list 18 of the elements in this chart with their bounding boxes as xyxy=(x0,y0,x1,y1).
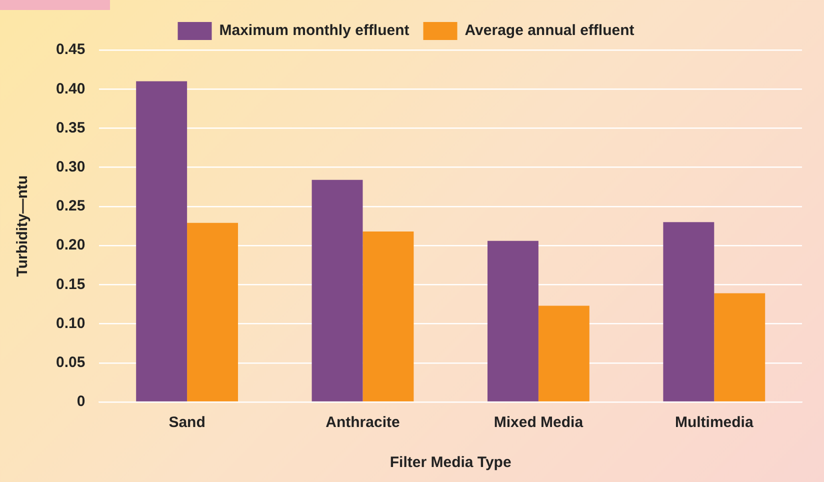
x-tick-label: Multimedia xyxy=(674,414,754,432)
y-tick-label: 0.15 xyxy=(56,276,86,293)
y-tick-label: 0.20 xyxy=(56,236,86,254)
x-tick-label: Anthracite xyxy=(326,414,400,432)
y-tick-label: 0.35 xyxy=(56,119,86,136)
y-tick-label: 0.10 xyxy=(56,314,86,332)
y-tick-label: 0 xyxy=(76,393,86,410)
y-tick-label: 0.45 xyxy=(56,41,86,58)
y-tick-label: 0.30 xyxy=(56,158,86,176)
legend-label: Maximum monthly effluent xyxy=(219,22,410,40)
legend-label: Average annual effluent xyxy=(464,22,634,40)
y-tick-label: 0.25 xyxy=(56,198,86,215)
x-axis-title: Filter Media Type xyxy=(390,454,512,472)
y-tick-label: 0.40 xyxy=(56,80,86,98)
x-tick-label: Mixed Media xyxy=(494,414,584,432)
x-tick-label: Sand xyxy=(168,414,206,432)
y-tick-label: 0.05 xyxy=(56,354,86,372)
y-axis-title: Turbidity—ntu xyxy=(14,175,32,277)
